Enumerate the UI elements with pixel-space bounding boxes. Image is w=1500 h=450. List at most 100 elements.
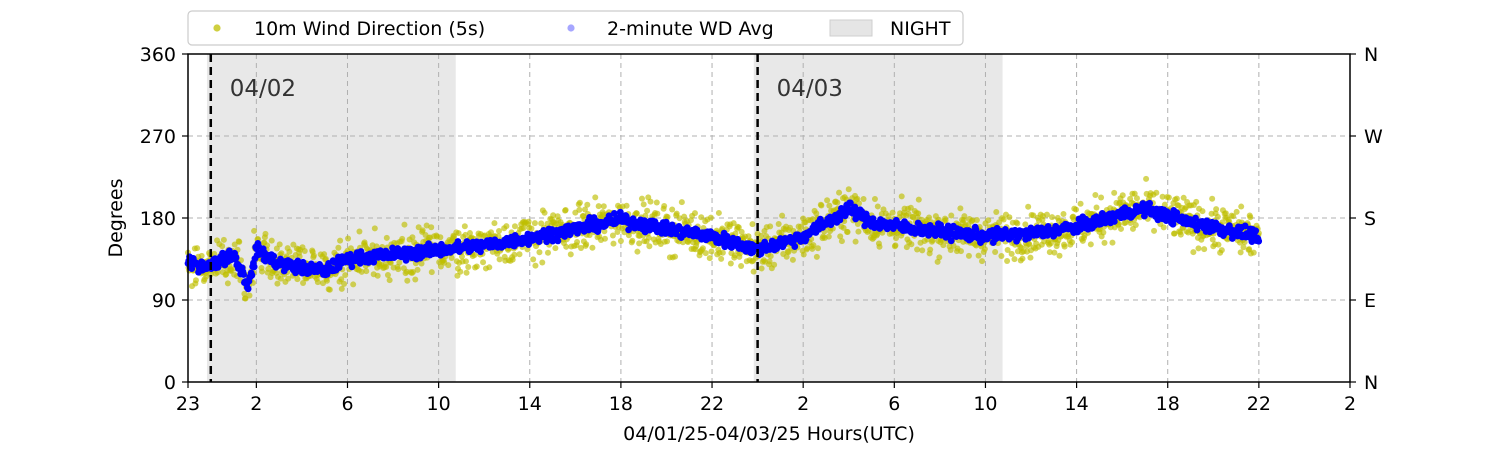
wind-2min-avg-point xyxy=(851,203,859,211)
wind-5s-point xyxy=(589,244,596,251)
wind-5s-point xyxy=(903,244,910,251)
wind-5s-point xyxy=(840,224,847,231)
wind-5s-point xyxy=(583,241,590,248)
wind-5s-point xyxy=(825,233,832,240)
wind-5s-point xyxy=(1092,191,1099,198)
wind-5s-point xyxy=(845,186,852,193)
wind-5s-point xyxy=(1131,190,1138,197)
wind-5s-point xyxy=(198,252,205,259)
wind-5s-point xyxy=(1218,247,1225,254)
wind-5s-point xyxy=(1087,241,1094,248)
y2-tick-label: W xyxy=(1364,126,1383,148)
legend-box xyxy=(187,10,964,46)
wind-5s-point xyxy=(838,238,845,245)
wind-5s-point xyxy=(251,227,258,234)
wind-5s-point xyxy=(310,252,317,259)
wind-2min-avg-point xyxy=(250,263,258,271)
wind-5s-point xyxy=(1250,249,1257,256)
wind-5s-point xyxy=(463,269,470,276)
wind-2min-avg-point xyxy=(1252,227,1260,235)
y2-tick-label: S xyxy=(1364,208,1376,230)
wind-5s-point xyxy=(836,189,843,196)
wind-5s-point xyxy=(1195,245,1202,252)
wind-5s-point xyxy=(826,202,833,209)
wind-5s-point xyxy=(730,220,737,227)
wind-5s-point xyxy=(511,223,518,230)
wind-5s-point xyxy=(539,259,546,266)
wind-5s-point xyxy=(300,279,307,286)
wind-5s-point xyxy=(314,279,321,286)
wind-5s-point xyxy=(401,221,408,228)
wind-5s-point xyxy=(629,237,636,244)
wind-5s-point xyxy=(262,230,269,237)
wind-5s-point xyxy=(699,245,706,252)
wind-5s-point xyxy=(947,246,954,253)
wind-5s-point xyxy=(1209,236,1216,243)
wind-5s-point xyxy=(914,246,921,253)
wind-5s-point xyxy=(550,212,557,219)
wind-5s-point xyxy=(520,225,527,232)
wind-5s-point xyxy=(707,214,714,221)
wind-5s-point xyxy=(800,251,807,258)
x-tick-label: 6 xyxy=(888,393,900,415)
wind-5s-point xyxy=(532,262,539,269)
wind-5s-point xyxy=(669,206,676,213)
wind-5s-point xyxy=(876,243,883,250)
x-tick-label: 22 xyxy=(700,393,724,415)
wind-5s-point xyxy=(797,223,804,230)
wind-2min-avg-point xyxy=(402,256,410,264)
wind-5s-point xyxy=(738,228,745,235)
wind-2min-avg-point xyxy=(1192,214,1199,222)
wind-5s-point xyxy=(592,194,599,201)
wind-5s-point xyxy=(715,209,722,216)
wind-5s-point xyxy=(1027,254,1034,261)
wind-5s-point xyxy=(462,231,469,238)
wind-5s-point xyxy=(203,273,210,280)
wind-5s-point xyxy=(915,210,922,217)
wind-5s-point xyxy=(356,228,363,235)
wind-5s-point xyxy=(672,253,679,260)
wind-5s-point xyxy=(286,248,293,255)
wind-5s-point xyxy=(718,255,725,262)
wind-2min-avg-point xyxy=(370,258,378,266)
legend-marker xyxy=(567,24,575,32)
day-marker-layer: 04/02 04/03 xyxy=(209,54,843,382)
wind-5s-point xyxy=(731,252,738,259)
wind-5s-point xyxy=(241,290,248,297)
wind-5s-point xyxy=(783,253,790,260)
wind-5s-point xyxy=(813,253,820,260)
wind-5s-point xyxy=(457,268,464,275)
wind-5s-point xyxy=(285,275,292,282)
wind-5s-point xyxy=(511,251,518,258)
wind-5s-point xyxy=(653,199,660,206)
wind-5s-point xyxy=(268,237,275,244)
wind-5s-point xyxy=(265,265,272,272)
wind-5s-point xyxy=(404,277,411,284)
wind-2min-avg-point xyxy=(554,237,562,245)
wind-5s-point xyxy=(981,246,988,253)
wind-5s-point xyxy=(563,243,570,250)
wind-5s-point xyxy=(926,214,933,221)
wind-2min-avg-point xyxy=(1241,222,1249,230)
wind-5s-point xyxy=(1213,206,1220,213)
wind-5s-point xyxy=(465,264,472,271)
wind-5s-point xyxy=(898,193,905,200)
y-tick-label: 180 xyxy=(140,208,176,230)
wind-5s-point xyxy=(278,250,285,257)
wind-5s-point xyxy=(1101,239,1108,246)
wind-5s-point xyxy=(664,238,671,245)
wind-5s-point xyxy=(586,232,593,239)
wind-5s-point xyxy=(337,237,344,244)
wind-5s-point xyxy=(617,238,624,245)
y-axis-label: Degrees xyxy=(105,178,127,257)
wind-5s-point xyxy=(844,228,851,235)
wind-5s-point xyxy=(676,215,683,222)
wind-5s-point xyxy=(1004,247,1011,254)
x-tick-label: 22 xyxy=(1247,393,1271,415)
wind-5s-point xyxy=(414,266,421,273)
wind-5s-point xyxy=(998,253,1005,260)
wind-5s-point xyxy=(1006,214,1013,221)
wind-direction-2min-avg-series xyxy=(184,199,1263,293)
wind-5s-point xyxy=(455,230,462,237)
wind-5s-point xyxy=(957,248,964,255)
